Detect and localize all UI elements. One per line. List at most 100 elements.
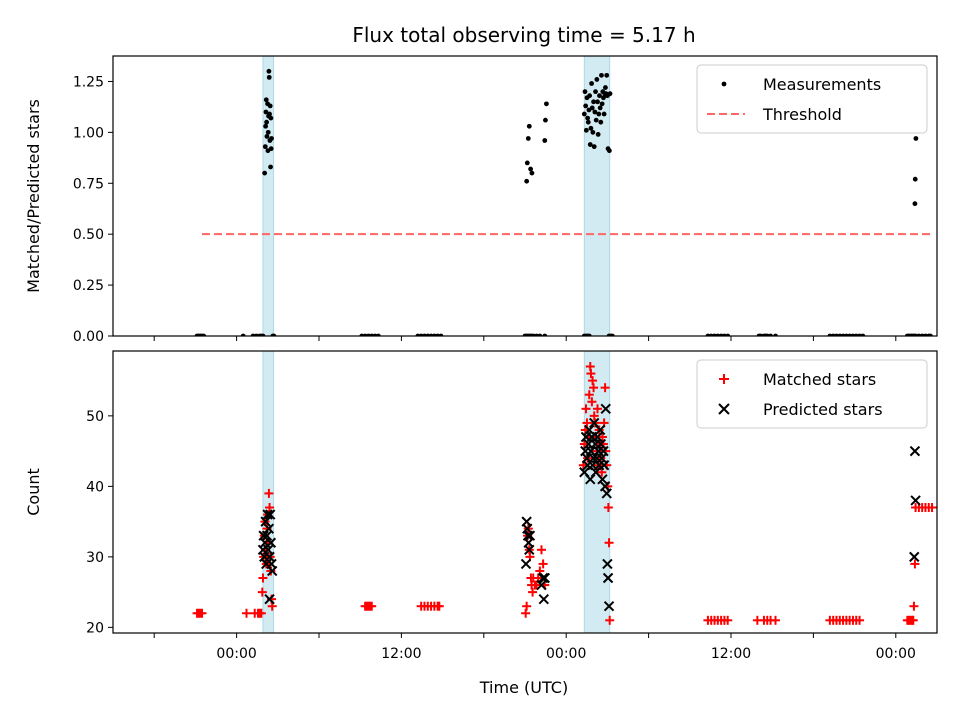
measurement-point [262, 144, 268, 150]
predicted-star-point [585, 474, 596, 485]
predicted-star-point [603, 601, 615, 612]
predicted-star-point [594, 424, 606, 436]
measurement-point [583, 103, 589, 109]
measurement-point [526, 123, 532, 129]
measurement-point [595, 132, 601, 137]
legend: Matched stars Predicted stars [696, 359, 928, 429]
measurement-point [263, 123, 269, 129]
marker-stroke [602, 572, 614, 584]
marker-stroke [265, 509, 276, 520]
marker-stroke [603, 601, 615, 612]
marker-stroke [585, 445, 597, 457]
marker-stroke [597, 474, 608, 485]
matched-star-point [264, 488, 274, 498]
measurement-point [265, 129, 271, 135]
marker-stroke [590, 467, 602, 478]
measurement-point [590, 129, 596, 135]
y-axis-label: Count [24, 468, 43, 516]
marker-stroke [718, 403, 730, 415]
matched-star-point [603, 503, 613, 513]
predicted-star-point [266, 565, 278, 577]
measurement-point [587, 93, 593, 99]
measurement-point [607, 91, 613, 97]
measurement-point [266, 74, 272, 80]
measurement-point [542, 138, 548, 143]
matched-star-point [522, 601, 532, 611]
matched-star-point [258, 573, 268, 583]
observing-window-span [262, 56, 275, 336]
measurement-point [591, 144, 597, 150]
measurement-point [529, 170, 535, 176]
axes-frame [112, 55, 938, 337]
measurement-point [592, 109, 598, 115]
marker-stroke [262, 509, 273, 520]
measurement-point [597, 93, 602, 99]
predicted-star-point [602, 558, 613, 570]
predicted-star-point [909, 551, 920, 563]
predicted-star-point [910, 495, 921, 506]
measurement-point [263, 109, 269, 115]
predicted-star-point [909, 445, 921, 457]
y-tick-label: 40 [86, 479, 104, 495]
predicted-star-point [598, 460, 610, 471]
marker-stroke [910, 495, 921, 506]
panel-star-counts: 20 30 40 50 Count 00:00 12:00 00:00 12:00 00:00 Ma… [24, 350, 938, 662]
legend-label: Threshold [762, 105, 842, 124]
measurement-point [596, 111, 602, 117]
measurement-point [544, 101, 549, 107]
predicted-star-point [263, 523, 275, 534]
measurement-point [524, 160, 530, 166]
predicted-star-point [265, 509, 276, 520]
matched-star-point [910, 559, 920, 569]
measurement-point [524, 178, 530, 184]
predicted-star-point [264, 593, 275, 605]
measurement-point [263, 97, 269, 103]
measurement-point [599, 72, 604, 78]
y-tick-label: 30 [86, 550, 104, 566]
legend-measurement-handle [721, 81, 727, 87]
marker-stroke [264, 593, 275, 605]
measurement-point [604, 72, 610, 78]
measurement-point [583, 127, 589, 133]
predicted-star-point [601, 488, 612, 499]
marker-stroke [584, 424, 595, 436]
marker-stroke [600, 403, 611, 415]
legend-box [696, 64, 928, 134]
matched-star-point [770, 615, 780, 625]
marker-stroke [538, 593, 549, 605]
matched-star-point [582, 418, 592, 428]
marker-stroke [589, 417, 600, 429]
marker-stroke [909, 445, 921, 457]
marker-stroke [595, 438, 607, 450]
measurement-point [601, 95, 606, 101]
measurement-point [268, 164, 273, 170]
measurement-point [581, 111, 587, 117]
measurement-point [594, 77, 600, 82]
marker-stroke [264, 551, 275, 563]
legend-label: Measurements [763, 75, 881, 94]
plot-area [194, 56, 933, 336]
measurement-point [598, 119, 604, 125]
marker-stroke [261, 530, 273, 541]
matched-star-point [265, 503, 275, 513]
matched-star-point [256, 608, 266, 618]
marker-stroke [520, 558, 532, 570]
x-tick-label: 12:00 [711, 646, 751, 662]
measurement-point [528, 166, 534, 172]
measurement-point [268, 146, 274, 152]
predicted-star-point [539, 572, 550, 584]
measurement-point [262, 170, 268, 176]
matched-star-point [536, 545, 546, 555]
x-tick-label: 12:00 [381, 646, 421, 662]
measurement-point [267, 111, 272, 117]
measurement-point [266, 68, 272, 74]
marker-stroke [592, 431, 603, 443]
measurement-point [543, 117, 548, 123]
marker-stroke [594, 424, 606, 436]
predicted-star-point [262, 509, 273, 520]
predicted-star-point [524, 530, 536, 541]
x-axis-label: Time (UTC) [479, 678, 568, 697]
measurement-point [585, 115, 591, 121]
predicted-star-point [537, 572, 549, 584]
matched-star-point [257, 587, 267, 597]
